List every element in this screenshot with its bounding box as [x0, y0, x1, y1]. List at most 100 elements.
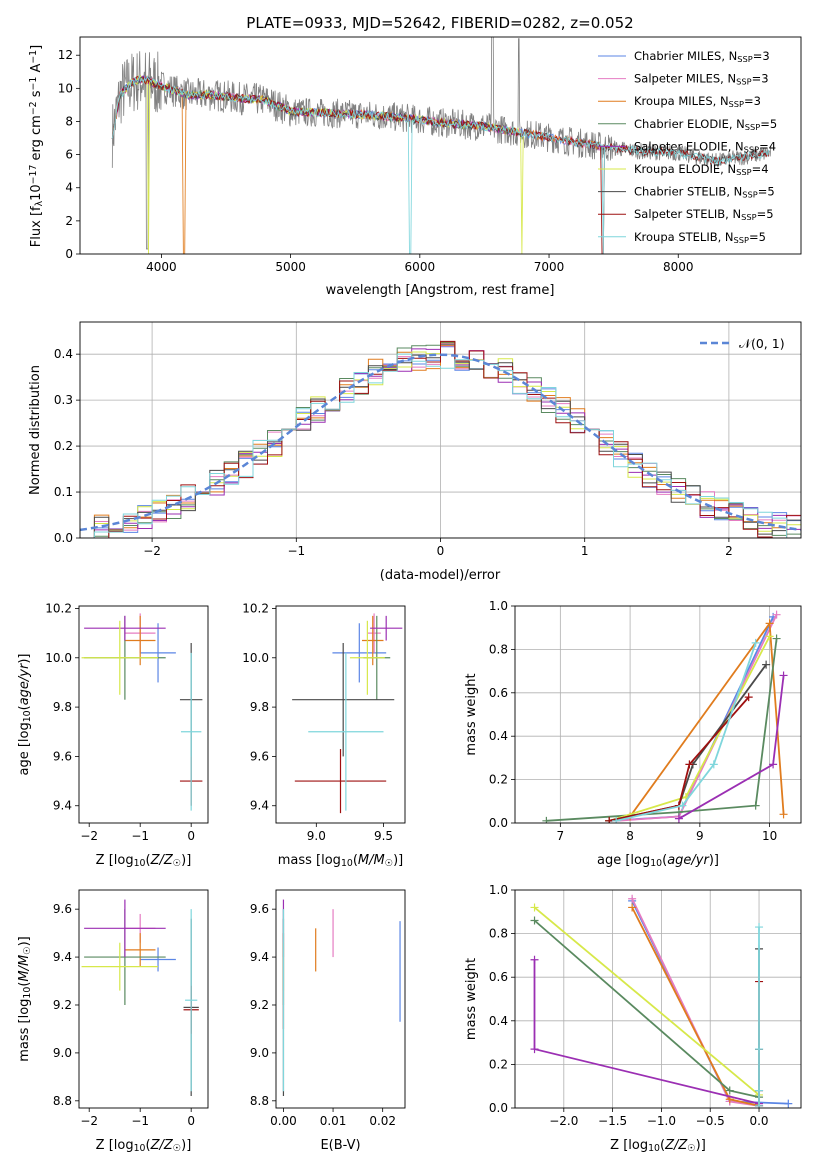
gaussian-curve	[80, 353, 801, 532]
y-tick-label: 0.4	[489, 1014, 508, 1028]
x-tick-label: 9.0	[307, 829, 326, 843]
mass_vs_EBV-axes: 0.00 0.01 0.02 8.8 9.0 9.2 9.4 9.6 E(B-V)	[250, 889, 406, 1153]
errorbar-salpeter-elodie	[84, 615, 166, 641]
y-tick-label: 0.4	[54, 347, 73, 361]
point-marker	[772, 634, 781, 643]
mass_vs_EBV-xlabel: E(B-V)	[320, 1138, 360, 1153]
age_vs_mass-plot-area	[292, 613, 403, 814]
errorbar-kroupa-stelib	[180, 652, 202, 811]
y-tick-label: 10.0	[45, 651, 72, 665]
point-marker	[628, 903, 637, 912]
residuals-ylabel: Normed distribution	[28, 365, 43, 495]
y-tick-label: 0.2	[489, 773, 508, 787]
x-tick-label: 2	[725, 544, 733, 558]
legend-label: 𝒩(0, 1)	[739, 336, 785, 351]
point-marker	[530, 916, 539, 925]
y-tick-label: 0.2	[54, 439, 73, 453]
errorbar-salpeter-stelib	[294, 749, 387, 814]
mass_vs_Z-plot-area	[81, 899, 199, 1097]
point-marker	[542, 816, 551, 823]
legend-label: Salpeter STELIB, NSSP=5	[634, 207, 774, 222]
y-tick-label: 9.6	[250, 902, 269, 916]
x-tick-label: 8	[626, 829, 634, 843]
errorbar-kroupa-elodie	[81, 942, 159, 991]
legend-label: Chabrier ELODIE, NSSP=5	[634, 117, 777, 132]
point-marker	[725, 1086, 734, 1095]
mass_vs_EBV-plot-area	[282, 899, 401, 1097]
errorbar-chabrier-miles	[140, 947, 176, 972]
point-marker	[685, 760, 694, 769]
y-tick-label: 8	[65, 114, 73, 128]
point-marker	[779, 671, 788, 680]
y-tick-label: 9.4	[53, 799, 72, 813]
x-tick-label: −1	[131, 1114, 149, 1128]
mass_vs_Z-frame	[78, 889, 209, 1109]
point-marker	[755, 1045, 764, 1054]
x-tick-label: 0	[187, 829, 195, 843]
mass-weight-chabrier-elodie	[542, 634, 781, 823]
y-tick-label: 9.4	[250, 799, 269, 813]
age_vs_mass-frame	[275, 605, 406, 824]
x-tick-label: −0.5	[696, 1114, 725, 1128]
errorbar-kroupa-elodie	[349, 620, 385, 695]
massweight_vs_age-plot-area	[515, 606, 801, 823]
point-marker	[530, 1045, 539, 1054]
x-tick-label: 0.0	[749, 1114, 768, 1128]
y-tick-label: 0.8	[489, 642, 508, 656]
y-tick-label: 1.0	[489, 883, 508, 897]
x-tick-label: 6000	[405, 260, 436, 274]
y-tick-label: 0.0	[54, 531, 73, 545]
series-line	[533, 906, 760, 1096]
y-tick-label: 2	[65, 214, 73, 228]
figure-title: PLATE=0933, MJD=52642, FIBERID=0282, z=0…	[246, 14, 633, 32]
point-marker	[709, 760, 718, 769]
x-tick-label: 0.02	[369, 1114, 396, 1128]
x-tick-label: 9.5	[374, 829, 393, 843]
x-tick-label: 0	[187, 1114, 195, 1128]
y-tick-label: 0.6	[489, 686, 508, 700]
errorbar-kroupa-miles	[124, 615, 156, 666]
x-tick-label: −2	[143, 544, 161, 558]
y-tick-label: 0.1	[54, 485, 73, 499]
y-tick-label: 9.6	[250, 749, 269, 763]
series-line	[546, 638, 778, 822]
mass_vs_Z-axes: −2 −1 0 8.8 9.0 9.2 9.4 9.6 Z [log10(Z/Z☉)] mass …	[17, 889, 209, 1154]
y-tick-label: 0.8	[489, 927, 508, 941]
age_vs_Z-xlabel: Z [log10(Z/Z☉)]	[96, 853, 192, 869]
residuals-axes: −2 −1 0 1 2 0.0 0.1 0.2 0.3 0.4 (data-model)/error…	[28, 321, 802, 583]
point-marker	[772, 610, 781, 619]
point-marker	[784, 1099, 793, 1108]
massweight_vs_age-axes: 7 8 9 10 0.0 0.2 0.4 0.6 0.8 1.0 age [log10(age/yr…	[464, 599, 802, 869]
y-tick-label: 9.4	[53, 950, 72, 964]
point-marker	[755, 1101, 764, 1108]
x-tick-label: 10	[762, 829, 777, 843]
mass-weight-salpeter-elodie	[530, 955, 764, 1108]
mass-weight-salpeter-elodie	[674, 671, 788, 823]
model-spectrum-salpeter-stelib	[111, 75, 770, 254]
errorbar-kroupa-miles	[362, 615, 384, 666]
y-tick-label: 6	[65, 148, 73, 162]
point-marker	[605, 816, 614, 823]
y-tick-label: 0.0	[489, 816, 508, 830]
spectrum-axes: 4000 5000 6000 7000 8000 0 2 4 6 8 10 12 wavelength …	[28, 36, 802, 298]
legend-label: Chabrier STELIB, NSSP=5	[634, 185, 775, 200]
y-tick-label: 10.2	[242, 601, 269, 615]
errorbar-kroupa-elodie	[81, 620, 159, 695]
y-tick-label: 9.0	[53, 1046, 72, 1060]
age_vs_Z-ylabel: age [log10(age/yr)]	[17, 653, 33, 775]
x-tick-label: 8000	[663, 260, 694, 274]
massweight_vs_Z-axes: −2.0 −1.5 −1.0 −0.5 0.0 0.0 0.2 0.4 0.6 0.8 1.0 Z […	[464, 883, 802, 1154]
massweight_vs_age-frame	[514, 605, 802, 824]
point-marker	[674, 814, 683, 823]
point-marker	[762, 660, 771, 669]
massweight_vs_Z-frame	[514, 889, 802, 1109]
mass_vs_EBV-frame	[275, 889, 406, 1109]
spectrum-frame	[79, 36, 802, 255]
y-tick-label: 12	[58, 48, 73, 62]
errorbar-kroupa-stelib	[308, 652, 384, 811]
y-tick-label: 9.8	[53, 700, 72, 714]
y-tick-label: 10.0	[242, 651, 269, 665]
residuals-xlabel: (data-model)/error	[380, 568, 501, 583]
massweight_vs_age-ylabel: mass weight	[464, 673, 479, 755]
y-tick-label: 9.0	[250, 1046, 269, 1060]
